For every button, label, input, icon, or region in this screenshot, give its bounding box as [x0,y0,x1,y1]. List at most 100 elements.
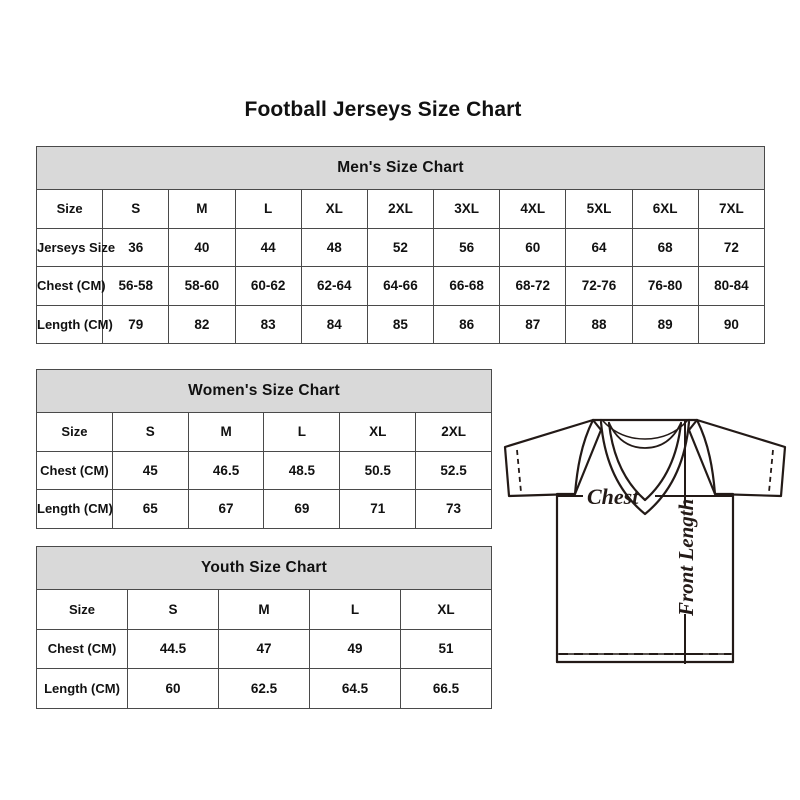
cell: 76-80 [631,266,699,306]
cell: 50.5 [339,450,417,490]
cell: 62.5 [218,668,310,709]
cell: 58-60 [168,266,236,306]
column-header-l: L [263,412,341,452]
column-header-s: S [111,412,189,452]
cell: 64-66 [366,266,435,306]
cell: 48 [300,227,368,267]
cell: 68-72 [499,266,567,306]
chest-label: Chest [587,484,639,509]
cell: 68 [631,227,699,267]
cell: 60 [127,668,219,709]
womens-size-table: Women's Size Chart Size S M L XL 2XL Che… [36,369,492,529]
cell: 82 [168,304,236,344]
cell: 85 [366,304,435,344]
cell: 56 [433,227,501,267]
column-header-2xl: 2XL [366,189,435,229]
table-row: Chest (CM) 45 46.5 48.5 50.5 52.5 [36,450,492,490]
cell: 67 [187,489,265,529]
table-row: Length (CM) 79 82 83 84 85 86 87 88 89 9… [35,304,766,344]
womens-table-title: Women's Size Chart [36,369,492,413]
mens-table-title: Men's Size Chart [36,146,765,190]
column-header-size: Size [36,412,113,452]
column-header-m: M [187,412,265,452]
cell: 72-76 [565,266,633,306]
cell: 51 [400,628,492,669]
cell: 36 [102,227,170,267]
cell: 64 [565,227,633,267]
table-title-row: Men's Size Chart [36,146,765,190]
cell: 71 [339,489,417,529]
cell: 89 [631,304,699,344]
cell: 84 [300,304,368,344]
cell: 44 [234,227,302,267]
table-row: Length (CM) 65 67 69 71 73 [36,489,492,529]
row-label-length-cm: Length (CM) [36,489,113,529]
cell: 79 [102,304,170,344]
cell: 49 [309,628,401,669]
cell: 90 [697,304,766,344]
table-row: Chest (CM) 44.5 47 49 51 [36,628,492,669]
cell: 40 [168,227,236,267]
table-row: Chest (CM) 56-58 58-60 60-62 62-64 64-66… [35,266,766,306]
cell: 64.5 [309,668,401,709]
column-header-xl: XL [339,412,417,452]
tshirt-diagram: Chest Front Length [497,392,793,692]
row-label-jerseys-size: Jerseys Size [35,227,115,267]
column-header-l: L [234,189,302,229]
front-length-measure-line [675,420,695,664]
mens-size-table: Men's Size Chart Size S M L XL 2XL 3XL 4… [35,146,766,344]
cell: 44.5 [127,628,219,669]
cell: 88 [565,304,633,344]
row-label-chest-cm: Chest (CM) [36,450,113,490]
column-header-l: L [309,589,401,630]
table-row: Jerseys Size 36 40 44 48 52 56 60 64 68 … [35,227,766,267]
cell: 65 [111,489,189,529]
column-header-m: M [168,189,236,229]
column-header-s: S [102,189,170,229]
cell: 86 [433,304,501,344]
cell: 69 [263,489,341,529]
cell: 66.5 [400,668,492,709]
page-title: Football Jerseys Size Chart [244,98,522,121]
row-label-length-cm: Length (CM) [35,304,113,344]
table-title-row: Women's Size Chart [36,369,492,413]
cell: 48.5 [263,450,341,490]
cell: 56-58 [102,266,170,306]
cell: 52 [366,227,435,267]
youth-size-table: Youth Size Chart Size S M L XL Chest (CM… [36,546,492,709]
column-header-xl: XL [300,189,368,229]
table-header-row: Size S M L XL [36,589,492,630]
column-header-s: S [127,589,219,630]
column-header-4xl: 4XL [499,189,567,229]
cell: 87 [499,304,567,344]
cell: 62-64 [300,266,368,306]
row-label-chest-cm: Chest (CM) [36,628,128,669]
column-header-7xl: 7XL [697,189,766,229]
cell: 45 [111,450,189,490]
table-header-row: Size S M L XL 2XL 3XL 4XL 5XL 6XL 7XL [35,189,766,229]
column-header-5xl: 5XL [565,189,633,229]
column-header-6xl: 6XL [631,189,699,229]
cell: 47 [218,628,310,669]
column-header-size: Size [36,589,128,630]
column-header-2xl: 2XL [415,412,492,452]
front-length-label: Front Length [674,499,698,617]
cell: 83 [234,304,302,344]
cell: 72 [697,227,766,267]
cell: 73 [415,489,492,529]
cell: 60 [499,227,567,267]
row-label-chest-cm: Chest (CM) [35,266,106,306]
column-header-xl: XL [400,589,492,630]
row-label-length-cm: Length (CM) [36,668,128,709]
sleeve-cuff-dashed-line [516,449,774,493]
cell: 66-68 [433,266,501,306]
column-header-3xl: 3XL [433,189,501,229]
table-title-row: Youth Size Chart [36,546,492,590]
cell: 80-84 [697,266,766,306]
column-header-m: M [218,589,310,630]
cell: 60-62 [234,266,302,306]
youth-table-title: Youth Size Chart [36,546,492,590]
table-header-row: Size S M L XL 2XL [36,412,492,452]
cell: 46.5 [187,450,265,490]
